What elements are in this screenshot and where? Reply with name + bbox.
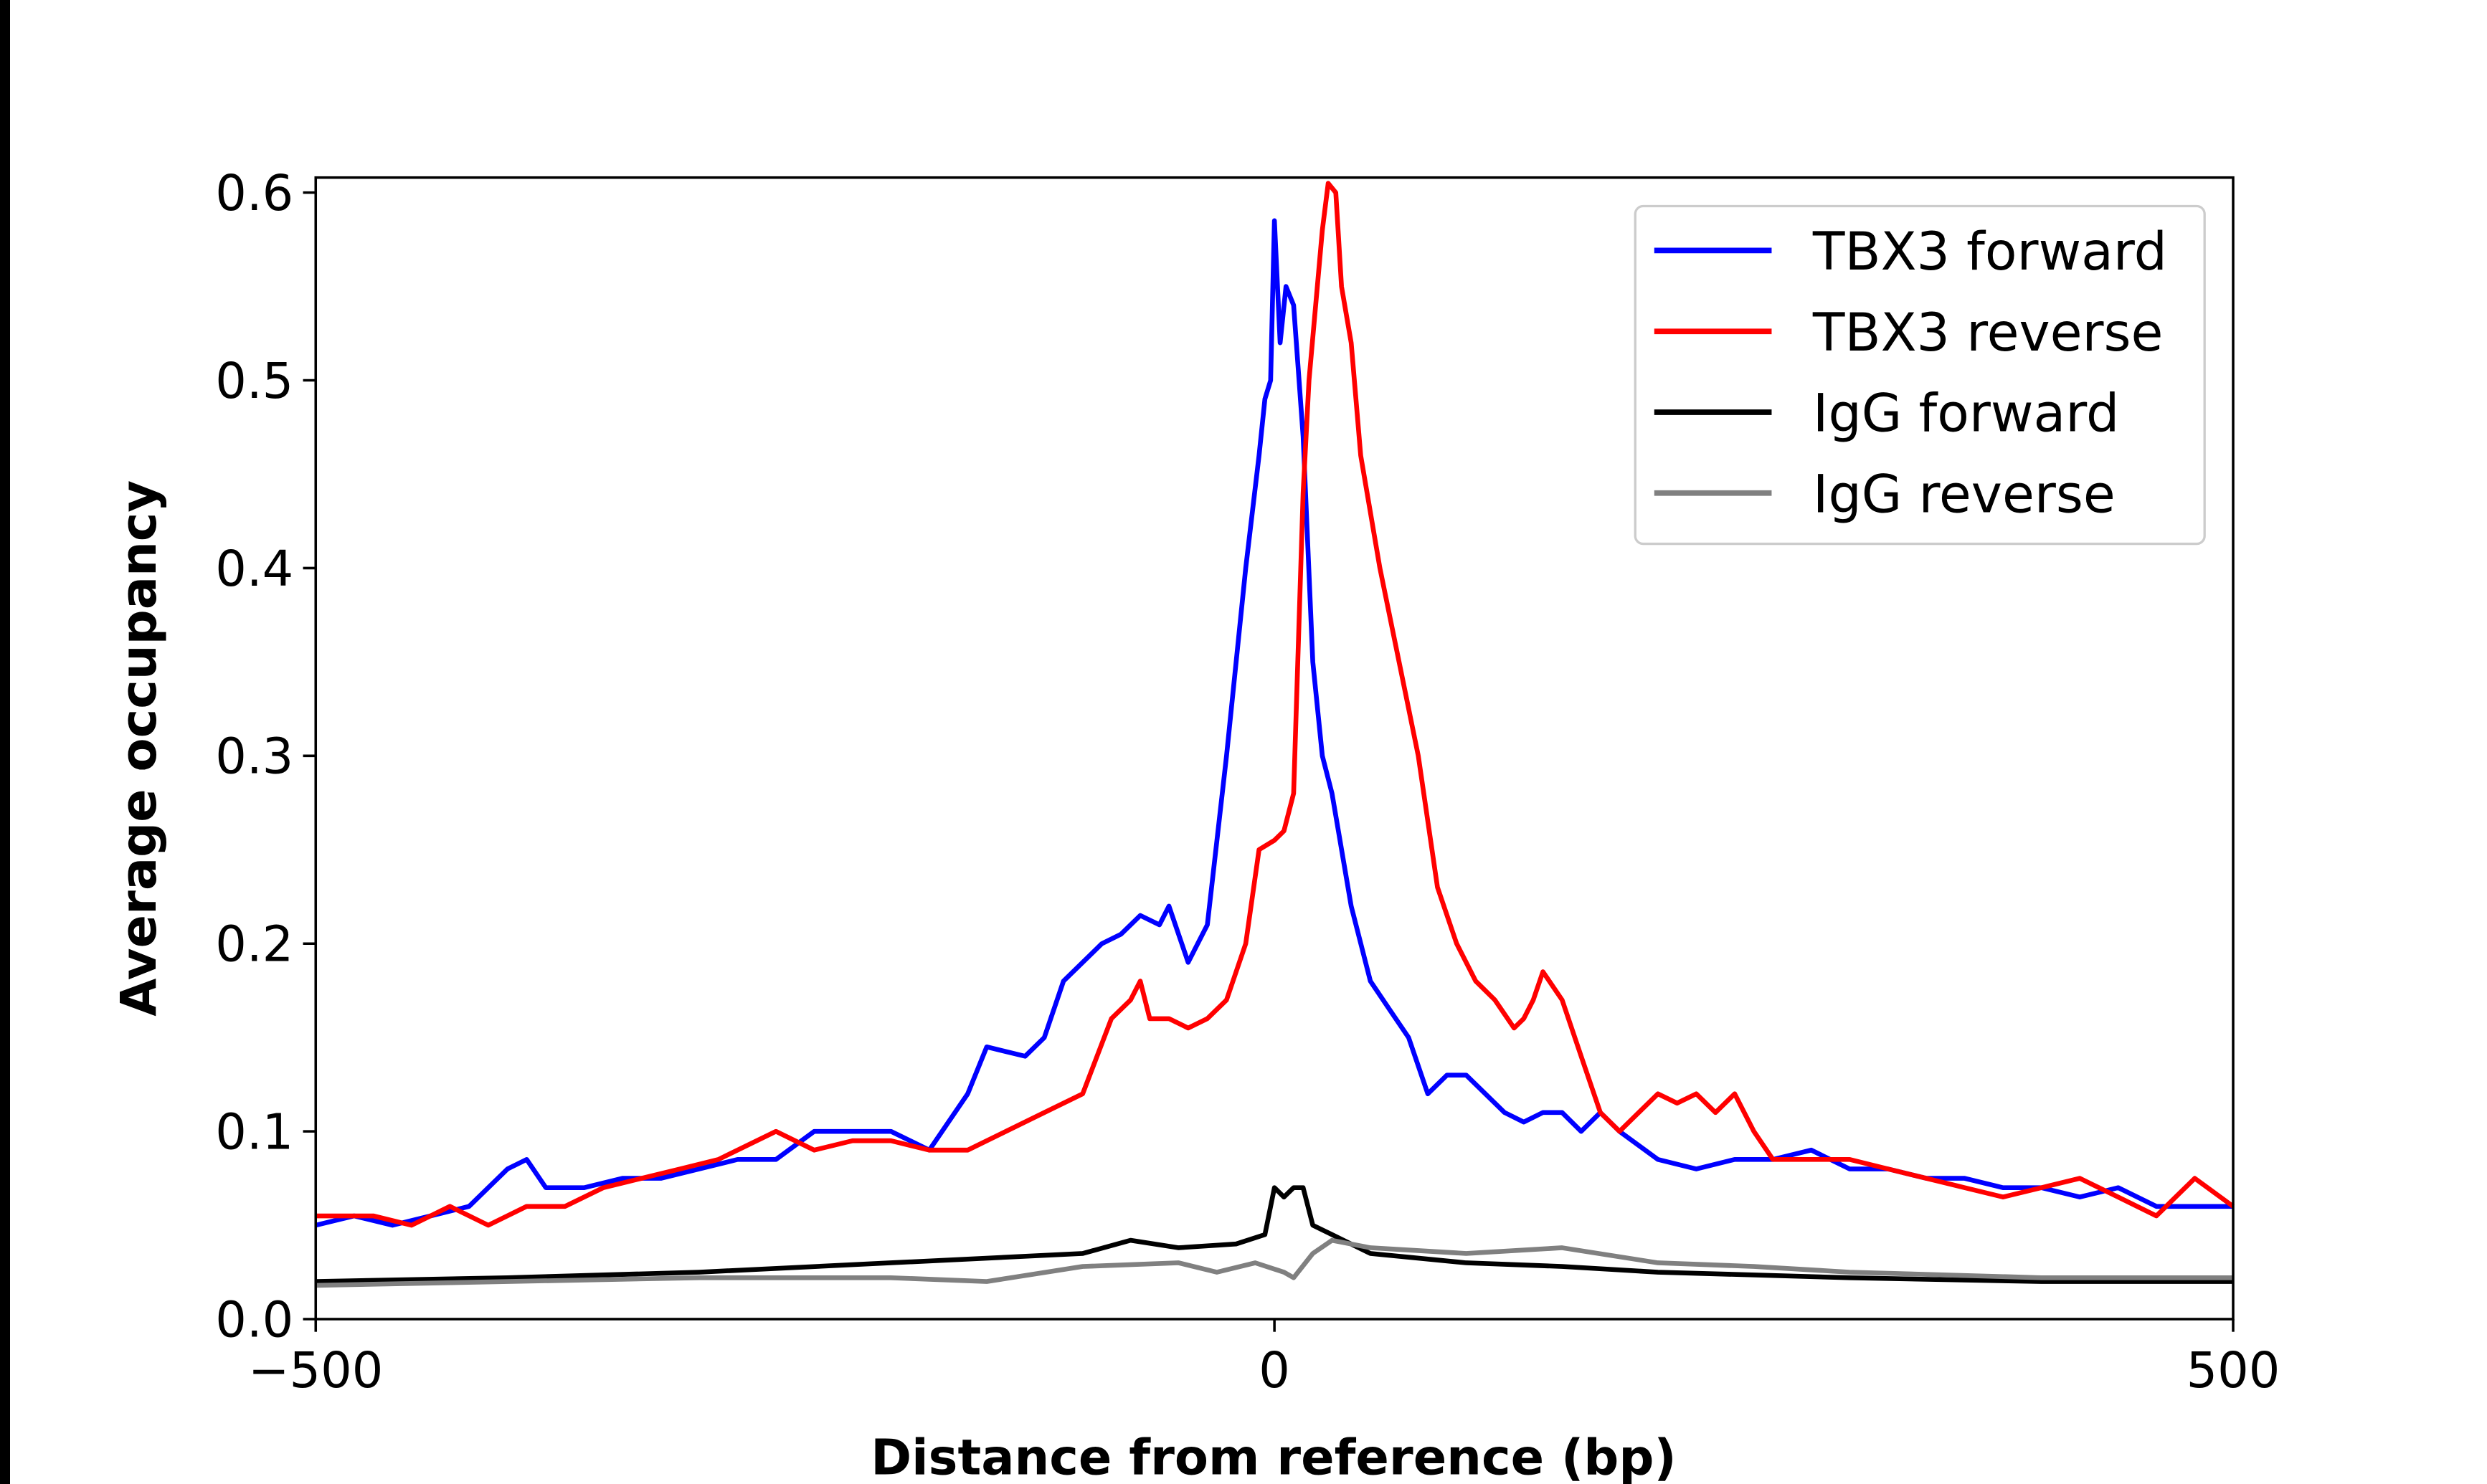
- y-tick-label: 0.0: [215, 1291, 293, 1349]
- x-tick-label: −500: [248, 1342, 383, 1399]
- legend-label: TBX3 reverse: [1812, 303, 2164, 363]
- series-line-tbx3-reverse: [316, 181, 2235, 1228]
- y-tick-label: 0.2: [215, 916, 293, 974]
- legend: TBX3 forward TBX3 reverse IgG forward IgG r…: [1634, 204, 2206, 546]
- y-tick-label: 0.1: [215, 1103, 293, 1161]
- x-ticks: −500 0 500: [248, 1319, 2280, 1399]
- series-line-tbx3-forward: [315, 218, 2234, 1228]
- legend-label: IgG forward: [1813, 384, 2119, 444]
- left-border: [0, 0, 10, 1484]
- y-ticks: 0.0 0.1 0.2 0.3 0.4 0.5 0.6: [215, 165, 316, 1349]
- legend-box: [1634, 204, 2206, 546]
- y-tick-label: 0.4: [215, 541, 293, 598]
- legend-label: IgG reverse: [1813, 464, 2116, 525]
- series-lines: [315, 181, 2235, 1288]
- series-line-igg-reverse: [316, 1237, 2234, 1288]
- x-tick-label: 500: [2187, 1342, 2280, 1399]
- y-tick-label: 0.5: [215, 353, 293, 410]
- x-tick-label: 0: [1259, 1342, 1290, 1399]
- series-line-igg-forward: [316, 1185, 2234, 1284]
- legend-label: TBX3 forward: [1812, 222, 2167, 282]
- y-tick-label: 0.6: [215, 165, 293, 222]
- y-axis-label: Average occupancy: [110, 480, 168, 1017]
- y-tick-label: 0.3: [215, 728, 293, 786]
- x-axis-label: Distance from reference (bp): [871, 1430, 1677, 1484]
